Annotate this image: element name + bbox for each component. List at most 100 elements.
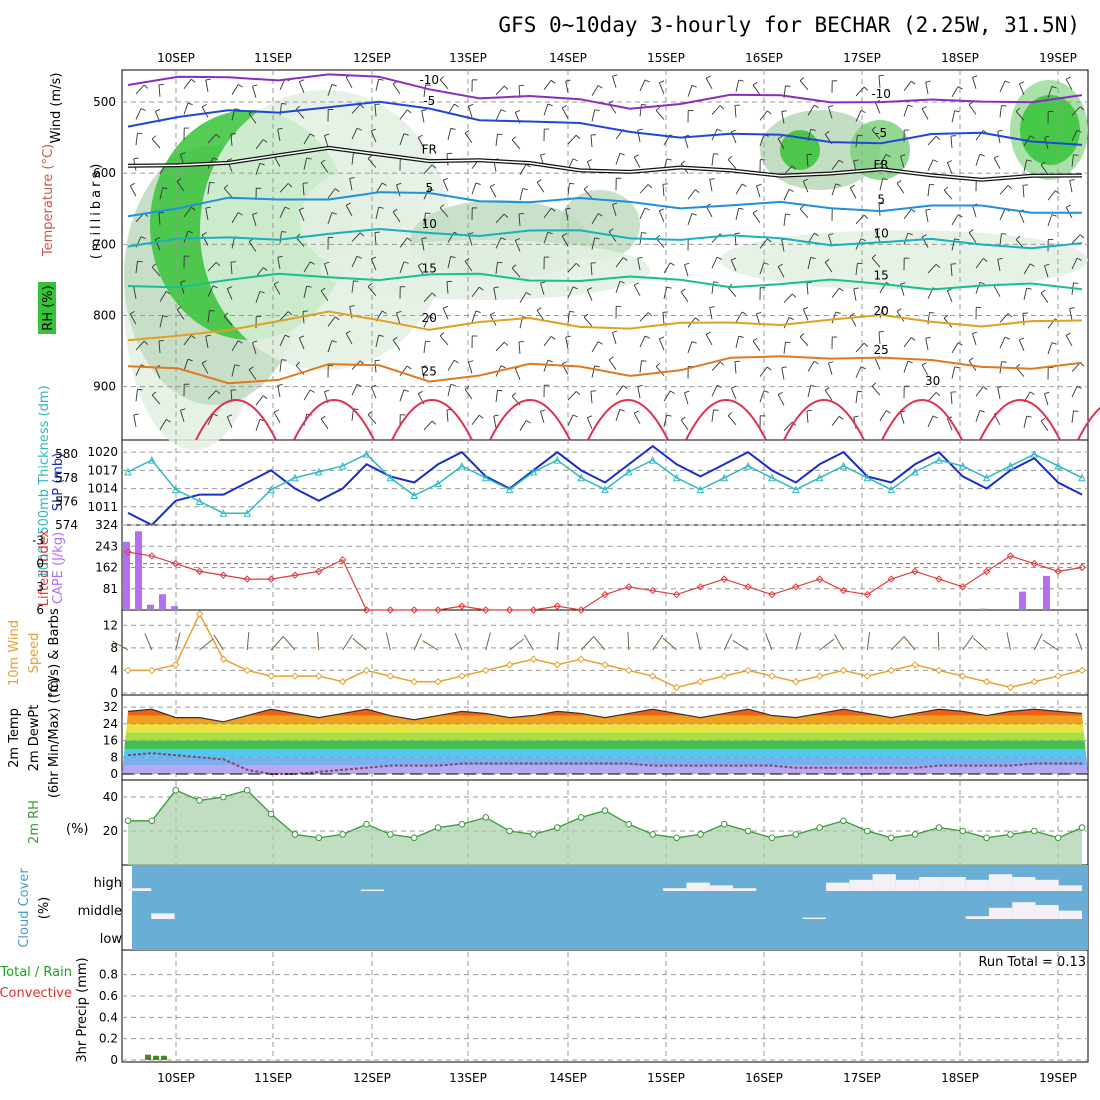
- wind-barb-flag: [756, 183, 762, 187]
- lifted-point: [553, 602, 562, 610]
- wind-barb-flag: [1044, 391, 1050, 395]
- lifted-point: [577, 606, 585, 614]
- date-bottom-18SEP: 18SEP: [941, 1071, 979, 1085]
- isotherm-30-arch: [293, 399, 375, 441]
- wind-barb-flag: [741, 183, 747, 187]
- thickness-point: [481, 473, 490, 482]
- cape-tick-81: 81: [103, 582, 118, 596]
- wind-barb-flag: [731, 129, 737, 133]
- wind-barb: [946, 290, 953, 302]
- wind-barb: [252, 214, 257, 226]
- rh-shade-13: [320, 240, 650, 300]
- wind-barb: [255, 395, 264, 406]
- wind-barb-flag: [1065, 204, 1071, 208]
- rh2m-point: [363, 820, 370, 828]
- wind-barb: [1023, 263, 1031, 275]
- thickness-point: [1054, 461, 1062, 470]
- temp-band: [122, 715, 1088, 724]
- wind-barb: [615, 153, 621, 165]
- wind-barb-flag: [349, 305, 355, 307]
- wind-barb-flag: [935, 392, 941, 397]
- wind-barb: [392, 211, 401, 223]
- wind-barb-flag: [863, 342, 869, 347]
- wind-barb: [421, 110, 425, 123]
- wind-barb-flag: [838, 287, 844, 292]
- wind-barb-flag: [180, 152, 186, 155]
- wind-barb: [277, 385, 281, 398]
- wind-barb: [351, 384, 358, 396]
- wind-barb-flag: [1065, 332, 1071, 336]
- wind-barb: [972, 333, 977, 346]
- wind-barb: [493, 287, 497, 300]
- wind-barb-flag: [378, 206, 384, 209]
- wind-barb-flag: [921, 234, 927, 238]
- wind-barb-flag: [277, 127, 283, 130]
- rh2m-point: [959, 827, 967, 835]
- wind10-speed-point: [815, 672, 824, 680]
- wind-barb-flag: [1040, 289, 1046, 294]
- date-top-18SEP: 18SEP: [941, 51, 979, 65]
- wind10-barb: [144, 633, 153, 651]
- wind-barb-flag: [594, 109, 600, 112]
- wind-barb: [824, 390, 833, 401]
- wind10-speed-point: [1078, 666, 1086, 675]
- wind-barb-flag: [594, 365, 600, 368]
- temp-tick-32: 32: [103, 700, 118, 714]
- wind-barb-flag: [824, 387, 830, 391]
- rh2m-point: [744, 827, 752, 835]
- cloud-high-label: high: [94, 876, 122, 891]
- wind10-speed-point: [171, 661, 180, 669]
- wind-barb-flag: [932, 415, 938, 419]
- wind-barb: [591, 109, 596, 122]
- thickness-point: [529, 467, 538, 476]
- wind-barb: [255, 291, 261, 303]
- wind-barb-flag: [205, 334, 211, 337]
- wind-barb: [183, 102, 189, 115]
- wind-barb: [367, 286, 377, 297]
- wind-barb: [303, 285, 308, 298]
- wind-barb-flag: [860, 238, 866, 242]
- wind-barb: [639, 104, 642, 117]
- wind-barb-flag: [1026, 287, 1032, 290]
- wind-barb-flag: [612, 74, 618, 77]
- wind-barb: [951, 86, 959, 98]
- wind-barb: [705, 78, 713, 90]
- wind-barb: [327, 340, 333, 353]
- wind-barb-flag: [378, 334, 384, 337]
- wind-barb: [896, 311, 905, 322]
- wind-barb: [903, 232, 909, 245]
- precip-label-b: Total / Rain: [0, 965, 72, 980]
- wind-barb-flag: [929, 311, 935, 314]
- thickness-point: [243, 509, 252, 517]
- wind-barb-flag: [659, 208, 665, 212]
- cloud-high-block: [128, 888, 152, 891]
- lifted-point: [982, 567, 991, 576]
- wind-barb: [565, 337, 569, 350]
- wind-barb: [999, 105, 1002, 118]
- wind-barb-flag: [885, 153, 891, 158]
- cloud-middle-block: [1035, 905, 1059, 919]
- rh2m-point: [434, 824, 442, 831]
- wind-barb: [727, 415, 737, 426]
- wind-barb-flag: [443, 305, 449, 309]
- wind-barb-flag: [464, 258, 470, 262]
- thickness-point: [124, 467, 132, 476]
- wind-barb-flag: [561, 361, 567, 365]
- rh2m-point: [935, 824, 943, 831]
- thickness-point: [386, 473, 395, 482]
- wind-barb-flag: [727, 155, 733, 160]
- wind-barb: [464, 132, 473, 144]
- isotherm--10: [127, 73, 1083, 110]
- wind-barb: [927, 184, 930, 197]
- wind-barb: [639, 184, 649, 194]
- wind-barb: [687, 85, 693, 97]
- rh2m-point: [410, 834, 418, 842]
- wind-barb: [855, 214, 865, 225]
- pressure-tick-700: 700: [93, 237, 116, 251]
- wind-barb-flag: [353, 280, 359, 282]
- rh2m-point: [291, 831, 299, 838]
- wind-barb: [663, 262, 671, 274]
- wind-barb-flag: [190, 206, 196, 211]
- wind-barb: [471, 182, 477, 195]
